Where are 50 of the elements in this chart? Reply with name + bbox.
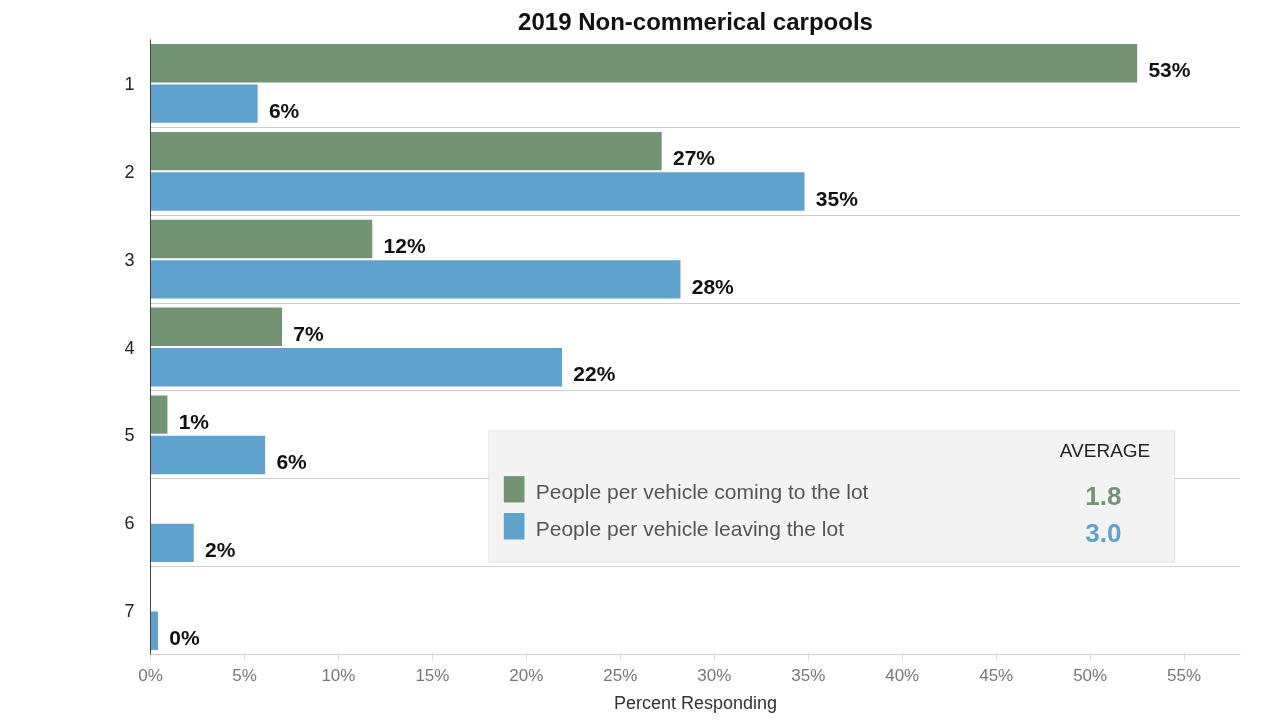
data-label: 2% bbox=[205, 538, 236, 562]
data-label: 28% bbox=[691, 274, 735, 298]
y-tick-label: 3 bbox=[124, 249, 135, 270]
bar bbox=[150, 219, 373, 259]
y-tick-label: 7 bbox=[124, 601, 135, 622]
annotation: 3.0 bbox=[1085, 518, 1122, 549]
chart-title: 2019 Non-commerical carpools bbox=[518, 7, 873, 35]
bar bbox=[150, 260, 681, 299]
bar bbox=[150, 44, 1138, 83]
data-label: 6% bbox=[276, 450, 308, 474]
legend-label: People per vehicle leaving the lot bbox=[535, 517, 845, 541]
x-tick-label: 40% bbox=[885, 665, 920, 685]
y-tick-label: 2 bbox=[124, 161, 135, 182]
data-label: 35% bbox=[815, 186, 859, 210]
x-tick-label: 35% bbox=[791, 665, 826, 685]
data-label: 1% bbox=[178, 409, 210, 433]
x-tick-label: 15% bbox=[415, 665, 450, 685]
x-tick-label: 50% bbox=[1073, 665, 1108, 685]
bar bbox=[150, 435, 266, 475]
x-tick-label: 25% bbox=[603, 665, 638, 685]
annotation: 1.8 bbox=[1085, 481, 1122, 512]
data-label: 12% bbox=[383, 234, 426, 258]
x-tick-label: 10% bbox=[321, 665, 356, 685]
bar bbox=[150, 84, 258, 123]
y-tick-label: 6 bbox=[124, 513, 135, 534]
x-tick-label: 5% bbox=[232, 665, 257, 685]
data-label: 0% bbox=[169, 625, 200, 649]
x-tick-label: 20% bbox=[509, 665, 544, 685]
x-tick-label: 0% bbox=[138, 665, 163, 685]
x-tick-label: 55% bbox=[1167, 665, 1202, 685]
y-tick-label: 5 bbox=[124, 425, 135, 446]
bar bbox=[150, 172, 805, 211]
bar bbox=[150, 348, 563, 387]
bar bbox=[150, 611, 159, 650]
y-tick-label: 4 bbox=[124, 337, 135, 358]
x-axis-title: Percent Responding bbox=[613, 692, 778, 713]
bar bbox=[150, 307, 283, 346]
legend-title: AVERAGE bbox=[1059, 440, 1151, 462]
bar bbox=[150, 131, 662, 171]
legend-label: People per vehicle coming to the lot bbox=[535, 480, 869, 504]
x-tick-label: 30% bbox=[697, 665, 732, 685]
x-tick-label: 45% bbox=[979, 665, 1014, 685]
bar bbox=[150, 523, 194, 563]
y-tick-label: 1 bbox=[124, 73, 135, 94]
data-label: 53% bbox=[1148, 58, 1191, 82]
data-label: 27% bbox=[672, 146, 716, 170]
bar bbox=[150, 395, 168, 434]
data-label: 6% bbox=[268, 98, 300, 122]
data-label: 22% bbox=[573, 362, 616, 386]
data-label: 7% bbox=[293, 321, 325, 345]
